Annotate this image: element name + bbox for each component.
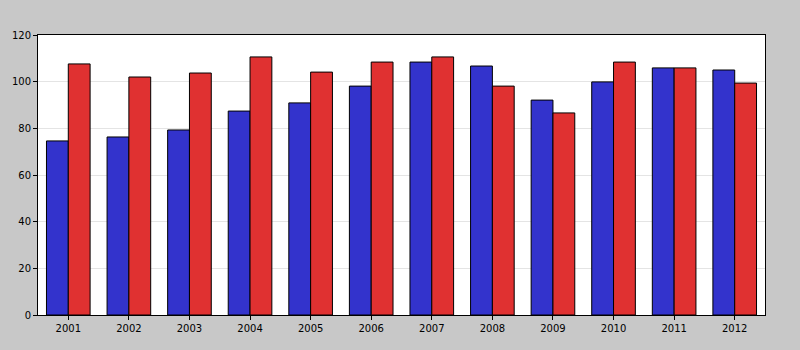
svg-text:60: 60 bbox=[18, 170, 31, 181]
svg-text:80: 80 bbox=[18, 123, 31, 134]
svg-text:2005: 2005 bbox=[298, 323, 323, 334]
svg-text:2007: 2007 bbox=[419, 323, 444, 334]
svg-text:20: 20 bbox=[18, 263, 31, 274]
svg-text:2001: 2001 bbox=[56, 323, 81, 334]
svg-text:2010: 2010 bbox=[601, 323, 626, 334]
svg-text:2011: 2011 bbox=[661, 323, 686, 334]
svg-text:2004: 2004 bbox=[237, 323, 262, 334]
svg-text:2012: 2012 bbox=[722, 323, 747, 334]
svg-text:2008: 2008 bbox=[480, 323, 505, 334]
svg-text:2006: 2006 bbox=[358, 323, 383, 334]
svg-text:2009: 2009 bbox=[540, 323, 565, 334]
svg-text:2002: 2002 bbox=[116, 323, 141, 334]
svg-text:2003: 2003 bbox=[177, 323, 202, 334]
svg-text:0: 0 bbox=[25, 310, 31, 321]
svg-text:40: 40 bbox=[18, 216, 31, 227]
svg-text:120: 120 bbox=[12, 30, 31, 41]
svg-text:100: 100 bbox=[12, 76, 31, 87]
